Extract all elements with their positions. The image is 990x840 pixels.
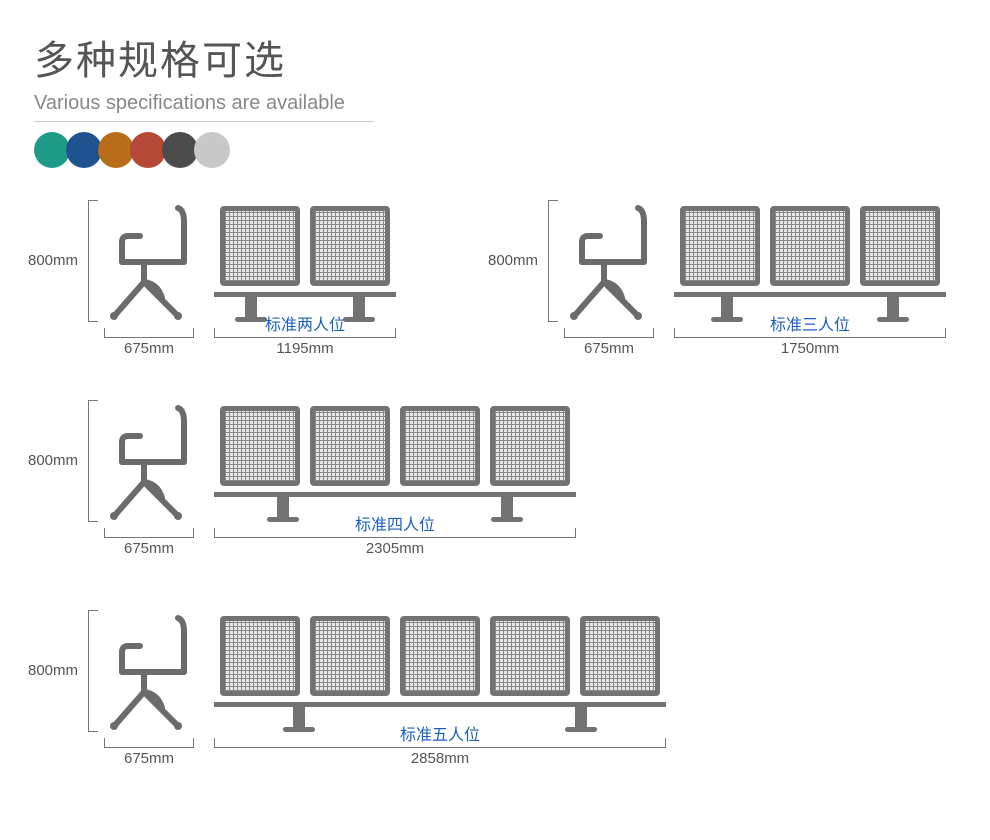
bench-front-icon [680,206,940,286]
side-chair-icon [104,612,194,732]
dim-width-label: 1195mm [276,340,333,357]
bench-front-icon [220,616,660,696]
dim-width: 标准四人位2305mm [214,528,576,538]
bench-front-icon [220,206,390,286]
seat-back-icon [220,406,300,486]
side-chair-icon [564,202,654,322]
dim-height-label: 800mm [28,452,78,469]
dim-depth: 675mm [564,328,654,338]
dim-height [548,200,558,322]
bench-beam [214,492,576,497]
seat-back-icon [220,206,300,286]
color-swatch [34,132,70,168]
bench-beam [214,702,666,707]
bench-leg [501,496,513,522]
spec-label: 标准四人位 [355,511,435,535]
seat-back-icon [400,616,480,696]
bench-leg [721,296,733,322]
dim-depth: 675mm [104,528,194,538]
dim-width-label: 2305mm [366,540,424,557]
dim-height-label: 800mm [488,252,538,269]
seat-back-icon [860,206,940,286]
seat-back-icon [680,206,760,286]
spec-label: 标准两人位 [265,311,345,335]
dim-depth: 675mm [104,738,194,748]
bench-leg [575,706,587,732]
dim-width-label: 2858mm [411,750,469,767]
seat-back-icon [490,406,570,486]
spec-label: 标准三人位 [770,311,850,335]
dim-width-label: 1750mm [781,340,839,357]
spec-label: 标准五人位 [400,721,480,745]
dim-depth-label: 675mm [584,340,634,357]
dim-depth-label: 675mm [124,540,174,557]
seat-back-icon [400,406,480,486]
dim-height-label: 800mm [28,662,78,679]
seat-back-icon [310,406,390,486]
seat-back-icon [490,616,570,696]
dim-height [88,400,98,522]
color-swatch [162,132,198,168]
title-cn: 多种规格可选 [34,28,990,86]
dim-depth-label: 675mm [124,340,174,357]
dim-height [88,610,98,732]
dim-depth: 675mm [104,328,194,338]
dim-height [88,200,98,322]
color-swatches [34,132,990,168]
spec-diagram-stage: 800mm 675mm标准两人位1195mm800mm 675mm标准三人位17… [0,190,990,840]
seat-back-icon [770,206,850,286]
color-swatch [98,132,134,168]
bench-leg [245,296,257,322]
color-swatch [194,132,230,168]
side-chair-icon [104,202,194,322]
bench-front-icon [220,406,570,486]
seat-back-icon [310,206,390,286]
bench-leg [277,496,289,522]
bench-leg [887,296,899,322]
side-chair-icon [104,402,194,522]
color-swatch [130,132,166,168]
dim-width: 标准两人位1195mm [214,328,396,338]
bench-beam [674,292,946,297]
bench-beam [214,292,396,297]
dim-depth-label: 675mm [124,750,174,767]
color-swatch [66,132,102,168]
seat-back-icon [580,616,660,696]
dim-width: 标准五人位2858mm [214,738,666,748]
dim-height-label: 800mm [28,252,78,269]
seat-back-icon [220,616,300,696]
bench-leg [353,296,365,322]
seat-back-icon [310,616,390,696]
dim-width: 标准三人位1750mm [674,328,946,338]
bench-leg [293,706,305,732]
title-en: Various specifications are available [34,92,374,122]
